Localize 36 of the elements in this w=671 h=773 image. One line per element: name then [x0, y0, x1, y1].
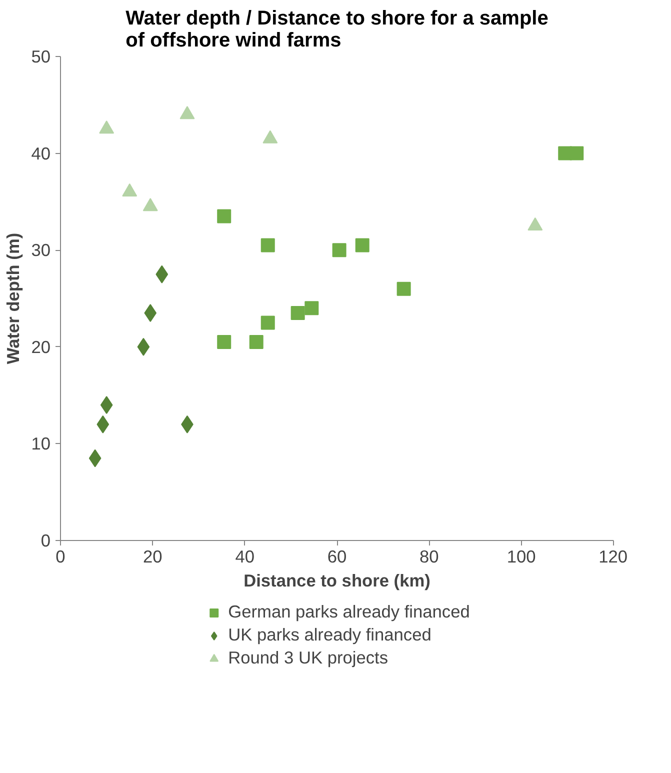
chart-title: Water depth / Distance to shore for a sample of offshore wind farms [126, 8, 548, 52]
point [96, 415, 110, 434]
x-tick-label: 100 [506, 546, 536, 566]
legend-label: German parks already financed [228, 602, 470, 622]
y-tick-label: 0 [40, 530, 51, 550]
point [304, 301, 319, 316]
point [156, 265, 168, 284]
point [100, 396, 113, 414]
point [396, 282, 411, 296]
point [290, 306, 305, 320]
point [144, 304, 157, 322]
point [260, 238, 275, 252]
point [570, 146, 584, 160]
x-tick-label: 60 [327, 546, 347, 566]
x-tick-label: 120 [598, 546, 628, 566]
y-axis-title: Water depth (m) [3, 232, 24, 364]
y-tick-label: 40 [31, 143, 51, 164]
x-axis-title: Distance to shore (km) [244, 570, 430, 590]
y-tick-label: 10 [31, 434, 51, 454]
point [260, 316, 275, 330]
y-tick-label: 30 [31, 240, 51, 260]
legend-label: UK parks already financed [228, 624, 432, 646]
point [137, 338, 150, 356]
y-tick-label: 50 [31, 46, 51, 66]
point [249, 335, 264, 350]
y-tick-label: 20 [31, 336, 51, 357]
point [217, 209, 232, 224]
x-tick-label: 40 [235, 546, 254, 566]
legend-label: Round 3 UK projects [228, 648, 388, 668]
point [332, 243, 346, 258]
x-tick-label: 20 [143, 546, 162, 566]
point [217, 335, 232, 350]
point [355, 238, 370, 252]
x-tick-label: 0 [56, 546, 66, 566]
point [88, 449, 102, 468]
x-tick-label: 80 [420, 546, 439, 566]
